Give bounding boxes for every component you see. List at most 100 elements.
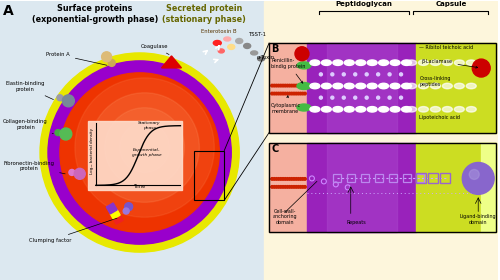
Text: Cross-linking
peptides: Cross-linking peptides [420,76,451,87]
Ellipse shape [310,83,320,89]
Ellipse shape [344,83,354,89]
Circle shape [388,96,391,99]
Text: Secreted protein
(stationary phase): Secreted protein (stationary phase) [162,4,246,24]
Circle shape [273,178,276,180]
Ellipse shape [367,60,377,66]
Text: Coagulase: Coagulase [141,44,169,55]
Ellipse shape [322,60,332,66]
Circle shape [271,186,274,188]
Circle shape [69,169,75,176]
Ellipse shape [367,107,377,112]
Bar [333,174,341,182]
Text: Collagen-binding
protein: Collagen-binding protein [3,119,53,134]
Bar [307,143,416,232]
Circle shape [365,96,368,99]
Ellipse shape [466,107,476,112]
Bar [360,174,368,182]
Polygon shape [106,203,117,214]
Ellipse shape [236,38,242,43]
Circle shape [284,92,286,95]
Ellipse shape [390,107,400,112]
Text: Repeats: Repeats [346,220,366,225]
Circle shape [102,52,112,62]
Text: Clumping factor: Clumping factor [28,218,117,243]
Text: B: B [271,44,278,54]
Circle shape [40,53,239,252]
Circle shape [271,178,274,180]
Circle shape [302,84,304,87]
Circle shape [470,169,479,179]
Circle shape [123,208,129,214]
Circle shape [290,84,293,87]
Circle shape [271,84,274,87]
Circle shape [292,92,296,95]
Circle shape [304,92,306,95]
Circle shape [331,73,334,76]
Bar [327,143,396,232]
Text: TSST-1: TSST-1 [249,32,267,37]
Circle shape [282,178,284,180]
Circle shape [290,178,293,180]
Ellipse shape [378,60,388,66]
Circle shape [60,128,72,140]
Text: Protein A: Protein A [46,52,107,65]
Circle shape [400,96,402,99]
Circle shape [376,96,380,99]
Ellipse shape [333,107,343,112]
Circle shape [275,92,278,95]
Circle shape [278,178,280,180]
Bar [264,1,498,280]
Ellipse shape [224,37,230,41]
Ellipse shape [258,57,264,61]
Text: Cell-wall-
anchoring
domain: Cell-wall- anchoring domain [272,209,297,225]
Circle shape [304,186,306,188]
Ellipse shape [344,60,354,66]
Circle shape [288,84,291,87]
Ellipse shape [218,49,224,53]
Ellipse shape [356,60,366,66]
Circle shape [282,186,284,188]
Circle shape [124,203,132,211]
Circle shape [280,178,282,180]
Circle shape [288,92,291,95]
Text: C: C [271,144,278,153]
Bar [388,174,396,182]
Circle shape [331,96,334,99]
Ellipse shape [430,107,440,112]
Circle shape [275,186,278,188]
Bar [402,174,410,182]
Circle shape [304,84,306,87]
Circle shape [90,93,200,202]
Circle shape [286,84,288,87]
Ellipse shape [442,107,452,112]
Circle shape [297,186,300,188]
Circle shape [282,84,284,87]
Bar [347,174,354,182]
Bar [440,173,450,183]
Ellipse shape [356,107,366,112]
Ellipse shape [367,83,377,89]
Circle shape [292,84,296,87]
Circle shape [304,178,306,180]
Ellipse shape [390,60,400,66]
Circle shape [286,186,288,188]
Circle shape [75,78,214,217]
Circle shape [342,73,345,76]
Circle shape [376,73,380,76]
Ellipse shape [322,83,332,89]
Bar [307,43,416,133]
Text: Elastin-binding
protein: Elastin-binding protein [5,81,54,100]
Text: Capsule: Capsule [435,1,466,7]
Circle shape [290,186,293,188]
Circle shape [300,186,302,188]
Ellipse shape [344,107,354,112]
Bar [269,143,307,232]
Circle shape [300,84,302,87]
Text: Surface proteins
(exponential-growth phase): Surface proteins (exponential-growth pha… [32,4,158,24]
Text: Peptidoglycan: Peptidoglycan [336,1,392,7]
Bar [269,43,307,133]
Ellipse shape [402,60,411,66]
Circle shape [280,84,282,87]
Ellipse shape [418,107,428,112]
Bar [481,143,496,232]
